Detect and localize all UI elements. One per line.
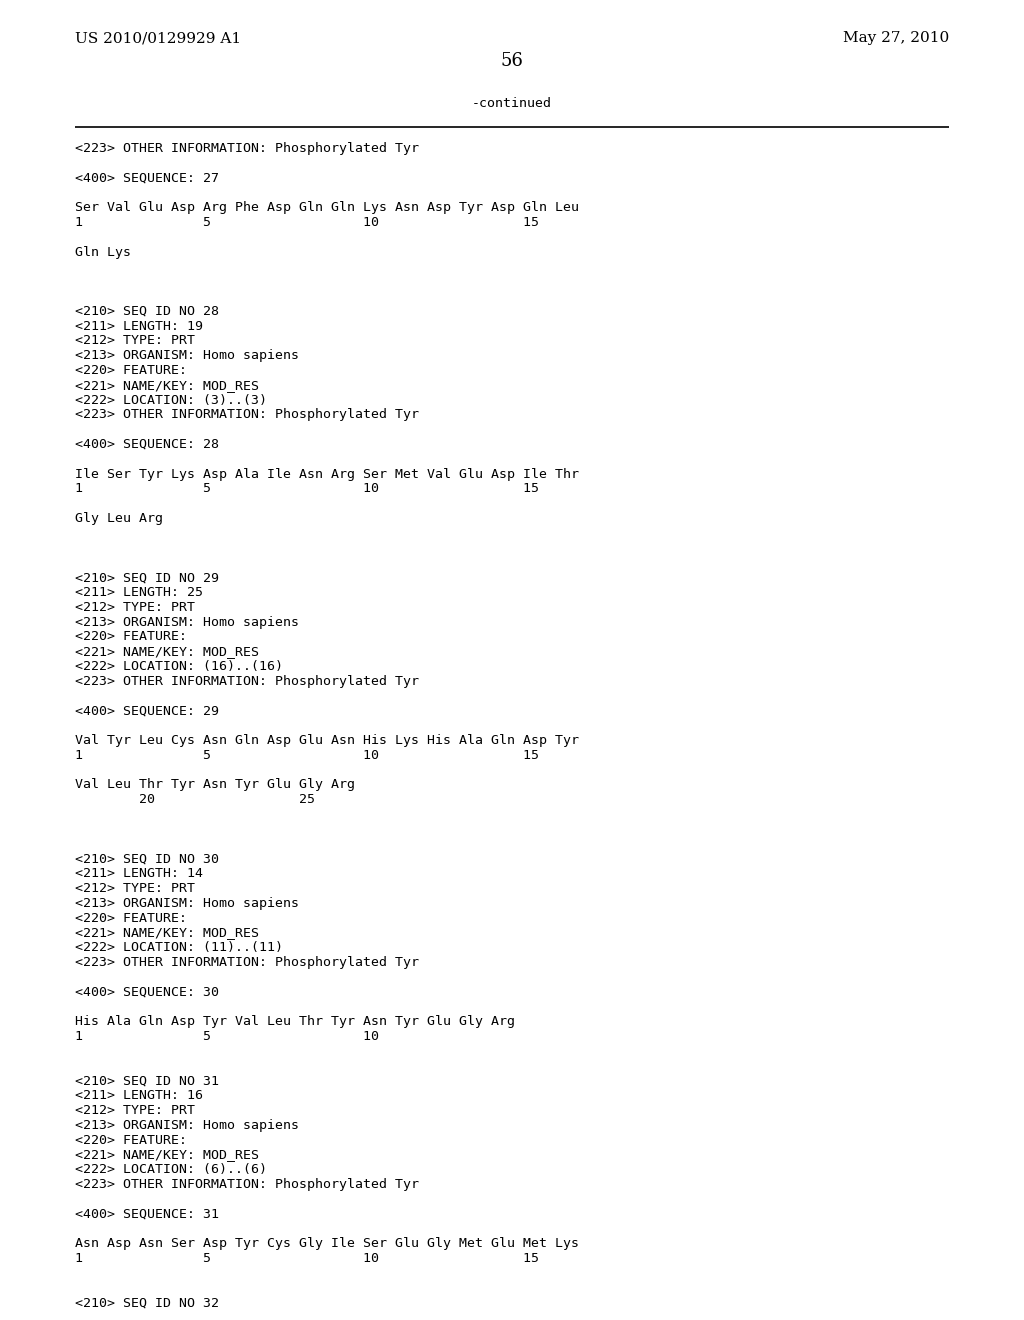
Text: <213> ORGANISM: Homo sapiens: <213> ORGANISM: Homo sapiens	[75, 615, 299, 628]
Text: <210> SEQ ID NO 32: <210> SEQ ID NO 32	[75, 1296, 219, 1309]
Text: <210> SEQ ID NO 31: <210> SEQ ID NO 31	[75, 1074, 219, 1088]
Text: <222> LOCATION: (6)..(6): <222> LOCATION: (6)..(6)	[75, 1163, 267, 1176]
Text: <222> LOCATION: (11)..(11): <222> LOCATION: (11)..(11)	[75, 941, 283, 954]
Text: <222> LOCATION: (3)..(3): <222> LOCATION: (3)..(3)	[75, 393, 267, 407]
Text: <221> NAME/KEY: MOD_RES: <221> NAME/KEY: MOD_RES	[75, 927, 259, 940]
Text: <223> OTHER INFORMATION: Phosphorylated Tyr: <223> OTHER INFORMATION: Phosphorylated …	[75, 408, 419, 421]
Text: <223> OTHER INFORMATION: Phosphorylated Tyr: <223> OTHER INFORMATION: Phosphorylated …	[75, 143, 419, 154]
Text: <400> SEQUENCE: 29: <400> SEQUENCE: 29	[75, 705, 219, 717]
Text: <221> NAME/KEY: MOD_RES: <221> NAME/KEY: MOD_RES	[75, 645, 259, 659]
Text: <220> FEATURE:: <220> FEATURE:	[75, 364, 187, 378]
Text: May 27, 2010: May 27, 2010	[843, 30, 949, 45]
Text: <222> LOCATION: (16)..(16): <222> LOCATION: (16)..(16)	[75, 660, 283, 673]
Text: <213> ORGANISM: Homo sapiens: <213> ORGANISM: Homo sapiens	[75, 896, 299, 909]
Text: <210> SEQ ID NO 28: <210> SEQ ID NO 28	[75, 305, 219, 318]
Text: 56: 56	[501, 51, 523, 70]
Text: 1               5                   10                  15: 1 5 10 15	[75, 1251, 539, 1265]
Text: <223> OTHER INFORMATION: Phosphorylated Tyr: <223> OTHER INFORMATION: Phosphorylated …	[75, 956, 419, 969]
Text: <211> LENGTH: 25: <211> LENGTH: 25	[75, 586, 203, 599]
Text: Ile Ser Tyr Lys Asp Ala Ile Asn Arg Ser Met Val Glu Asp Ile Thr: Ile Ser Tyr Lys Asp Ala Ile Asn Arg Ser …	[75, 467, 579, 480]
Text: <212> TYPE: PRT: <212> TYPE: PRT	[75, 334, 195, 347]
Text: <400> SEQUENCE: 28: <400> SEQUENCE: 28	[75, 438, 219, 451]
Text: US 2010/0129929 A1: US 2010/0129929 A1	[75, 30, 241, 45]
Text: 1               5                   10: 1 5 10	[75, 1030, 379, 1043]
Text: <211> LENGTH: 14: <211> LENGTH: 14	[75, 867, 203, 880]
Text: Gln Lys: Gln Lys	[75, 246, 131, 259]
Text: <210> SEQ ID NO 30: <210> SEQ ID NO 30	[75, 853, 219, 866]
Text: <400> SEQUENCE: 27: <400> SEQUENCE: 27	[75, 172, 219, 185]
Text: Val Leu Thr Tyr Asn Tyr Glu Gly Arg: Val Leu Thr Tyr Asn Tyr Glu Gly Arg	[75, 779, 355, 792]
Text: 1               5                   10                  15: 1 5 10 15	[75, 748, 539, 762]
Text: <223> OTHER INFORMATION: Phosphorylated Tyr: <223> OTHER INFORMATION: Phosphorylated …	[75, 675, 419, 688]
Text: <220> FEATURE:: <220> FEATURE:	[75, 631, 187, 643]
Text: Val Tyr Leu Cys Asn Gln Asp Glu Asn His Lys His Ala Gln Asp Tyr: Val Tyr Leu Cys Asn Gln Asp Glu Asn His …	[75, 734, 579, 747]
Text: <212> TYPE: PRT: <212> TYPE: PRT	[75, 601, 195, 614]
Text: Gly Leu Arg: Gly Leu Arg	[75, 512, 163, 525]
Text: <212> TYPE: PRT: <212> TYPE: PRT	[75, 1104, 195, 1117]
Text: 1               5                   10                  15: 1 5 10 15	[75, 216, 539, 228]
Text: <400> SEQUENCE: 30: <400> SEQUENCE: 30	[75, 986, 219, 999]
Text: <210> SEQ ID NO 29: <210> SEQ ID NO 29	[75, 572, 219, 585]
Text: -continued: -continued	[472, 96, 552, 110]
Text: 20                  25: 20 25	[75, 793, 315, 807]
Text: <400> SEQUENCE: 31: <400> SEQUENCE: 31	[75, 1208, 219, 1221]
Text: Ser Val Glu Asp Arg Phe Asp Gln Gln Lys Asn Asp Tyr Asp Gln Leu: Ser Val Glu Asp Arg Phe Asp Gln Gln Lys …	[75, 201, 579, 214]
Text: Asn Asp Asn Ser Asp Tyr Cys Gly Ile Ser Glu Gly Met Glu Met Lys: Asn Asp Asn Ser Asp Tyr Cys Gly Ile Ser …	[75, 1237, 579, 1250]
Text: <211> LENGTH: 19: <211> LENGTH: 19	[75, 319, 203, 333]
Text: <223> OTHER INFORMATION: Phosphorylated Tyr: <223> OTHER INFORMATION: Phosphorylated …	[75, 1177, 419, 1191]
Text: <221> NAME/KEY: MOD_RES: <221> NAME/KEY: MOD_RES	[75, 1148, 259, 1162]
Text: 1               5                   10                  15: 1 5 10 15	[75, 482, 539, 495]
Text: <221> NAME/KEY: MOD_RES: <221> NAME/KEY: MOD_RES	[75, 379, 259, 392]
Text: <212> TYPE: PRT: <212> TYPE: PRT	[75, 882, 195, 895]
Text: His Ala Gln Asp Tyr Val Leu Thr Tyr Asn Tyr Glu Gly Arg: His Ala Gln Asp Tyr Val Leu Thr Tyr Asn …	[75, 1015, 515, 1028]
Text: <213> ORGANISM: Homo sapiens: <213> ORGANISM: Homo sapiens	[75, 1119, 299, 1131]
Text: <213> ORGANISM: Homo sapiens: <213> ORGANISM: Homo sapiens	[75, 350, 299, 362]
Text: <220> FEATURE:: <220> FEATURE:	[75, 912, 187, 924]
Text: <220> FEATURE:: <220> FEATURE:	[75, 1134, 187, 1147]
Text: <211> LENGTH: 16: <211> LENGTH: 16	[75, 1089, 203, 1102]
